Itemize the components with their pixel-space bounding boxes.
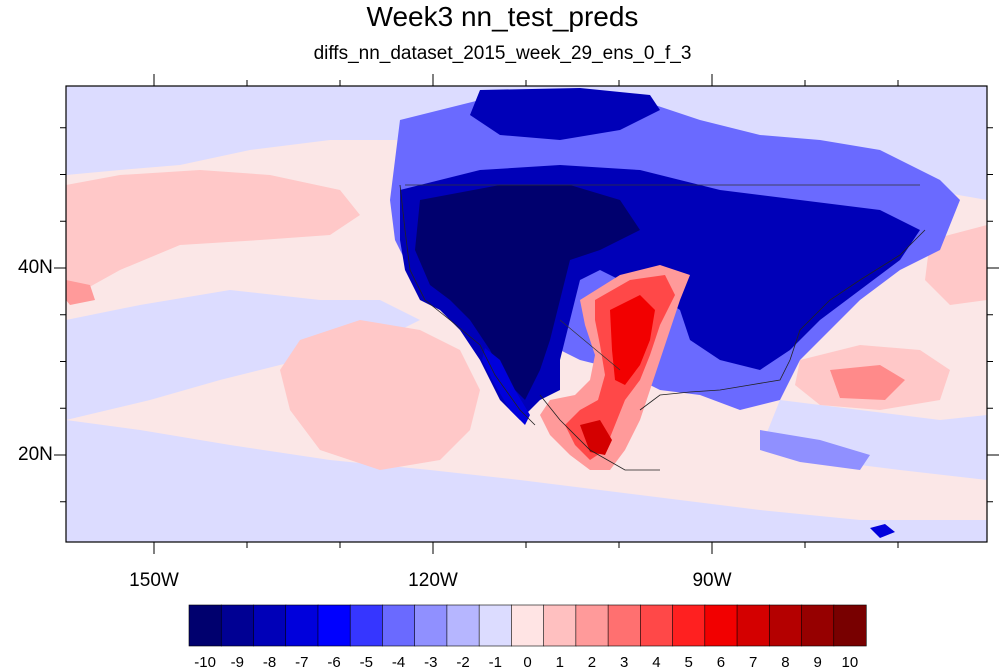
colorbar-swatch xyxy=(253,604,287,647)
colorbar-swatch xyxy=(446,604,480,647)
coastline-outline xyxy=(399,184,926,471)
colorbar-tick-label: -6 xyxy=(327,654,341,671)
strong-negative-north xyxy=(470,88,660,140)
colorbar-swatch xyxy=(478,604,512,647)
colorbar-swatch xyxy=(543,604,577,647)
colorbar-swatch xyxy=(640,604,674,647)
colorbar-swatch xyxy=(285,604,319,647)
colorbar-tick-label: 2 xyxy=(587,654,597,671)
colorbar-tick-label: 10 xyxy=(841,654,859,671)
x-tick-label: 90W xyxy=(692,570,732,591)
colorbar-tick-label: -2 xyxy=(456,654,470,671)
colorbar-tick-label: -5 xyxy=(359,654,373,671)
colorbar-swatch xyxy=(317,604,351,647)
axis-ticks xyxy=(54,74,999,554)
colorbar-swatch xyxy=(704,604,738,647)
positive-plume-core xyxy=(610,295,655,385)
colorbar-swatch xyxy=(382,604,416,647)
colorbar-tick-label: 0 xyxy=(523,654,532,671)
colorbar-swatch xyxy=(607,604,641,647)
colorbar-tick-label: -9 xyxy=(230,654,245,671)
y-tick-label: 40N xyxy=(18,257,53,278)
colorbar-swatch xyxy=(220,604,255,647)
colorbar-swatch xyxy=(349,604,384,647)
x-tick-label: 120W xyxy=(408,570,458,591)
colorbar xyxy=(188,604,867,647)
positive-plume-south-core xyxy=(580,420,612,455)
y-tick-label: 20N xyxy=(18,444,53,465)
x-tick-label: 150W xyxy=(129,570,179,591)
colorbar-tick-label: -1 xyxy=(488,654,502,671)
colorbar-tick-label: -3 xyxy=(424,654,438,671)
colorbar-swatch xyxy=(414,604,448,647)
colorbar-tick-label: 9 xyxy=(813,654,822,671)
map-subtitle: diffs_nn_dataset_2015_week_29_ens_0_f_3 xyxy=(313,43,692,64)
colorbar-swatch xyxy=(736,604,770,647)
colorbar-swatch xyxy=(801,604,835,647)
weak-negative-band-pacific xyxy=(66,290,420,420)
colorbar-swatch xyxy=(188,604,222,647)
colorbar-tick-label: 1 xyxy=(555,654,564,671)
colorbar-swatch xyxy=(833,604,867,647)
weak-positive-patch-west xyxy=(66,280,95,305)
colorbar-tick-label: -8 xyxy=(262,654,277,671)
small-negative-feature-caribbean xyxy=(760,430,870,470)
colorbar-swatch xyxy=(511,604,545,647)
colorbar-tick-label: 5 xyxy=(684,654,693,671)
us-border-outline xyxy=(405,184,920,371)
map-title: Week3 nn_test_preds xyxy=(366,1,639,32)
weak-negative-band-south xyxy=(66,420,987,542)
colorbar-swatch xyxy=(575,604,609,647)
colorbar-tick-label: 8 xyxy=(781,654,790,671)
colorbar-tick-label: -10 xyxy=(194,654,216,671)
strong-negative-baja xyxy=(482,348,530,425)
weak-positive-patch-pacific-north xyxy=(66,170,360,300)
weak-negative-band-atlantic xyxy=(760,400,987,480)
plot-area xyxy=(66,86,987,542)
colorbar-tick-label: 6 xyxy=(716,654,726,671)
colorbar-tick-label: 7 xyxy=(748,654,758,671)
colorbar-tick-label: -7 xyxy=(295,654,309,671)
colorbar-tick-label: 3 xyxy=(620,654,629,671)
colorbar-swatch xyxy=(768,604,803,647)
colorbar-tick-label: 4 xyxy=(652,654,661,671)
small-negative-feature-southeast xyxy=(870,524,895,538)
strong-negative-core-darkest xyxy=(415,185,640,400)
colorbar-tick-label: -4 xyxy=(391,654,406,671)
colorbar-swatch xyxy=(672,604,706,647)
weak-positive-patch-pacific-south xyxy=(280,320,480,470)
positive-patch-atlantic xyxy=(830,365,905,400)
